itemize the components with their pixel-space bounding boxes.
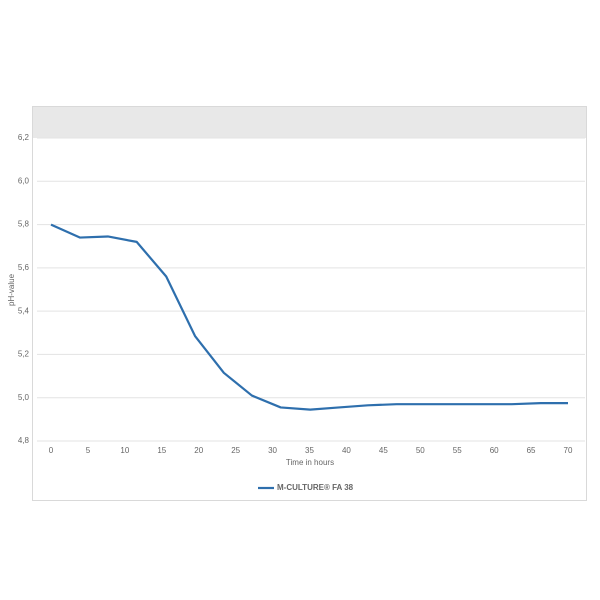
x-tick-label: 10 xyxy=(120,446,129,455)
y-tick-label: 6,2 xyxy=(18,133,30,142)
y-axis-title: pH-value xyxy=(7,273,16,306)
x-tick-label: 0 xyxy=(49,446,54,455)
x-tick-label: 60 xyxy=(490,446,499,455)
x-tick-label: 5 xyxy=(86,446,91,455)
y-tick-label: 4,8 xyxy=(18,436,30,445)
x-tick-label: 70 xyxy=(564,446,573,455)
x-tick-label: 40 xyxy=(342,446,351,455)
y-tick-label: 5,8 xyxy=(18,220,30,229)
x-tick-label: 20 xyxy=(194,446,203,455)
x-tick-label: 15 xyxy=(157,446,166,455)
x-tick-label: 55 xyxy=(453,446,462,455)
x-tick-label: 25 xyxy=(231,446,240,455)
chart-frame xyxy=(32,106,587,501)
x-tick-label: 35 xyxy=(305,446,314,455)
x-axis-title: Time in hours xyxy=(286,458,334,467)
series-line xyxy=(50,223,568,411)
x-tick-label: 45 xyxy=(379,446,388,455)
x-tick-label: 65 xyxy=(527,446,536,455)
x-tick-label: 30 xyxy=(268,446,277,455)
y-tick-label: 5,0 xyxy=(18,393,30,402)
y-tick-label: 6,0 xyxy=(18,176,30,185)
y-tick-label: 5,6 xyxy=(18,263,30,272)
x-tick-label: 50 xyxy=(416,446,425,455)
y-tick-label: 5,2 xyxy=(18,350,30,359)
header-band xyxy=(33,107,586,138)
legend-label: M-CULTURE® FA 38 xyxy=(277,483,354,492)
y-tick-label: 5,4 xyxy=(18,306,30,315)
